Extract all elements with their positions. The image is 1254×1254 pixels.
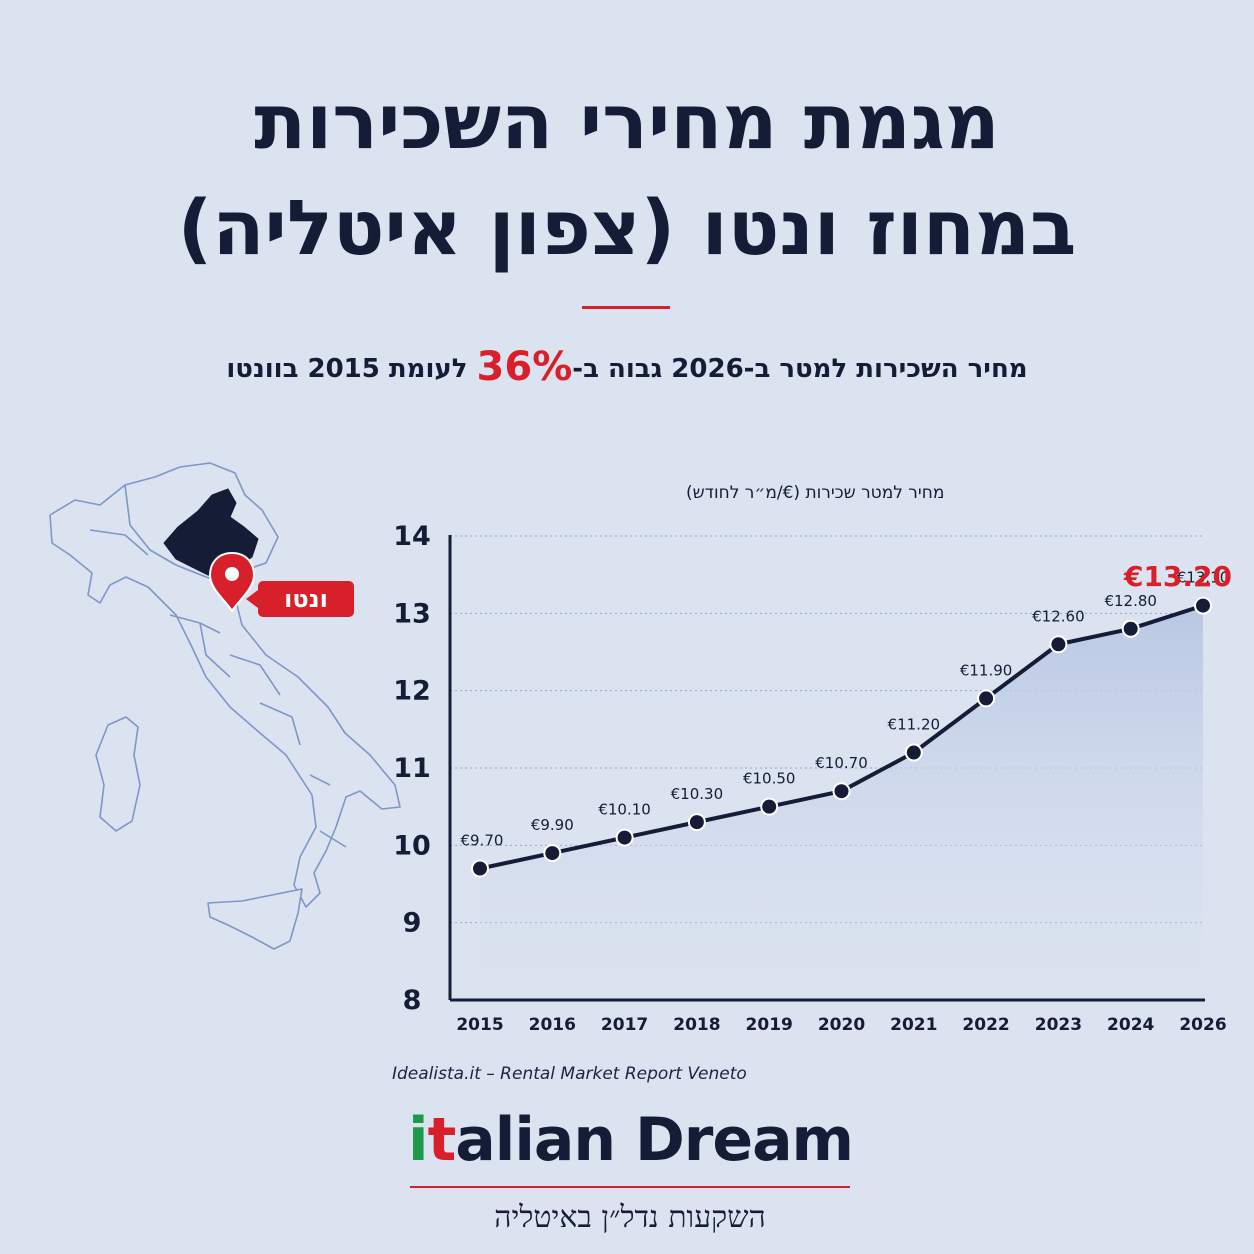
region-label-veneto: ונטו <box>246 581 354 617</box>
data-point <box>1194 596 1212 615</box>
subtitle-percentage: 36% <box>476 344 573 390</box>
sardinia <box>95 716 141 832</box>
brand-name-rest: alian Dream <box>455 1105 854 1175</box>
brand-letter-i: i <box>408 1105 429 1175</box>
data-point <box>904 743 923 762</box>
data-point <box>687 813 706 832</box>
highlight-value-label: €13.20 <box>1123 560 1232 593</box>
data-label: €10.30 <box>671 785 724 803</box>
subtitle-part-1: מחיר השכירות למטר ב-2026 גבוה ב- <box>572 354 1028 384</box>
italy-map <box>49 462 401 950</box>
title-line-1: מגמת מחירי השכירות <box>254 77 1000 166</box>
data-label: €10.10 <box>598 801 651 819</box>
data-label: €10.50 <box>743 770 796 788</box>
data-point <box>832 782 851 801</box>
data-label: €9.70 <box>461 832 504 850</box>
x-tick-label: 2022 <box>962 1015 1009 1035</box>
data-label: €11.20 <box>888 716 941 734</box>
y-tick-label: 14 <box>393 521 431 552</box>
data-point <box>760 797 779 816</box>
area-fill <box>480 605 1203 1000</box>
brand-tagline: השקעות נדל״ן באיטליה <box>494 1200 766 1235</box>
italy-mainland <box>49 462 401 908</box>
x-tick-label: 2016 <box>529 1015 576 1035</box>
data-label: €12.60 <box>1032 607 1085 625</box>
data-point <box>615 828 634 847</box>
data-label: €12.80 <box>1104 592 1157 610</box>
y-tick-label: 11 <box>393 753 431 784</box>
source-note: Idealista.it – Rental Market Report Vene… <box>392 1064 747 1084</box>
x-tick-label: 2017 <box>601 1015 648 1035</box>
y-tick-label: 13 <box>393 598 431 629</box>
subtitle-part-2: לעומת 2015 בוונטו <box>226 354 468 384</box>
data-point <box>1049 635 1068 654</box>
brand-letter-t: t <box>427 1105 457 1175</box>
location-pin-icon <box>208 551 256 613</box>
data-point <box>543 844 562 863</box>
data-label: €11.90 <box>960 661 1013 679</box>
title-divider <box>582 306 670 309</box>
data-point <box>977 689 996 708</box>
x-tick-label: 2026 <box>1179 1015 1226 1035</box>
y-axis-label: מחיר למטר שכירות (€/מ״ר לחודש) <box>686 483 944 503</box>
y-tick-label: 8 <box>403 985 422 1016</box>
x-tick-label: 2020 <box>818 1015 865 1035</box>
data-label: €13.10 <box>1177 569 1230 587</box>
data-label: €9.90 <box>531 816 574 834</box>
x-tick-label: 2018 <box>673 1015 720 1035</box>
data-point <box>1121 619 1140 638</box>
sicily <box>207 888 303 950</box>
subtitle: מחיר השכירות למטר ב-2026 גבוה ב-36% לעומ… <box>100 344 1154 390</box>
data-label: €10.70 <box>815 754 868 772</box>
x-tick-label: 2015 <box>456 1015 503 1035</box>
title-line-2: במחוז ונטו (צפון איטליה) <box>177 183 1077 272</box>
x-tick-label: 2019 <box>746 1015 793 1035</box>
brand-logo: italian Dream <box>408 1110 854 1170</box>
x-tick-label: 2021 <box>890 1015 937 1035</box>
y-tick-label: 12 <box>393 676 431 707</box>
x-tick-label: 2024 <box>1107 1015 1154 1035</box>
data-point <box>471 859 489 878</box>
y-tick-label: 9 <box>403 908 422 939</box>
x-tick-label: 2023 <box>1035 1015 1082 1035</box>
brand-underline <box>410 1186 850 1188</box>
y-tick-label: 10 <box>393 830 431 861</box>
